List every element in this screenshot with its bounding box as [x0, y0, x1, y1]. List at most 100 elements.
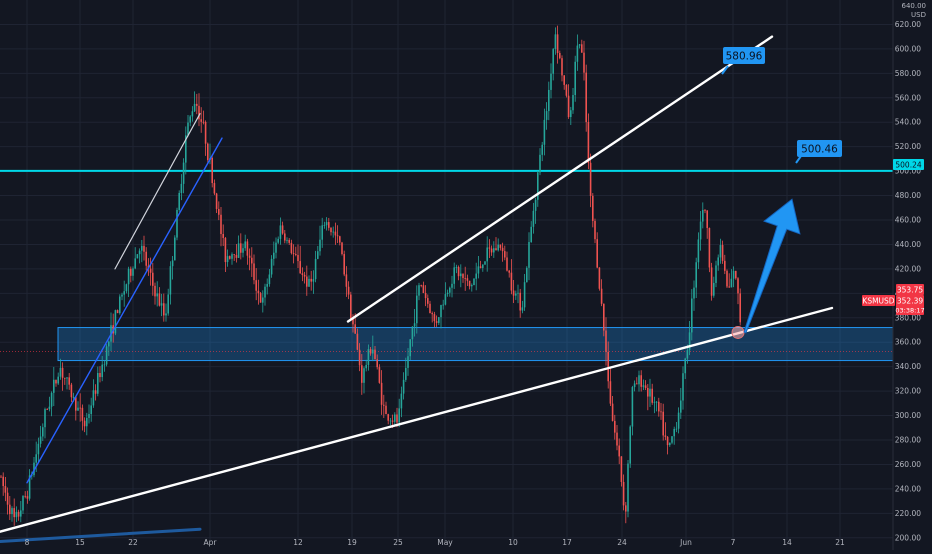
candle-body: [409, 339, 411, 357]
candle-body: [554, 34, 557, 50]
candle-body: [42, 427, 44, 437]
candle-body: [367, 349, 370, 365]
candle-body: [196, 103, 198, 106]
support-zone-rect: [57, 327, 894, 362]
candle-body: [587, 122, 590, 163]
candle-body: [235, 255, 238, 258]
price-tick-label: 360.00: [895, 338, 921, 347]
forecast-arrow[interactable]: [743, 198, 801, 334]
candle-body: [495, 248, 497, 251]
candle-body: [398, 408, 400, 423]
candle-body: [286, 239, 288, 241]
candle-body: [136, 254, 139, 259]
candle-body: [411, 326, 414, 340]
candle-body: [125, 284, 128, 292]
trendline-early-channel-lower: [26, 137, 223, 484]
candle-body: [277, 238, 279, 243]
candle-body: [105, 346, 108, 365]
candle-body: [730, 278, 733, 288]
candle-body: [484, 261, 486, 265]
candle-body: [735, 270, 737, 279]
candle-body: [739, 293, 741, 323]
candle-body: [528, 242, 530, 268]
candle-body: [688, 332, 691, 351]
trendlines[interactable]: [0, 35, 834, 543]
candle-body: [143, 245, 145, 252]
candle-body: [537, 172, 539, 200]
candle-body: [572, 95, 574, 111]
candle-body: [710, 267, 713, 296]
target-upper-box: [723, 47, 765, 64]
candle-body: [334, 231, 337, 236]
candle-body: [457, 267, 460, 277]
candle-body: [220, 214, 222, 235]
candle-body: [517, 292, 519, 294]
target-horizontal-callout[interactable]: 500.46: [795, 140, 842, 164]
candle-body: [728, 286, 730, 288]
candle-body: [53, 379, 55, 393]
horizontal-level[interactable]: [0, 169, 893, 352]
candle-body: [479, 266, 482, 268]
candle-body: [158, 293, 161, 306]
candle-body: [242, 248, 244, 253]
candle-body: [394, 414, 396, 422]
candle-body: [616, 432, 618, 446]
time-tick-label: 12: [293, 538, 303, 547]
candle-body: [407, 356, 409, 368]
horizontal-level-tag-box: [893, 159, 924, 170]
candle-body: [662, 411, 664, 436]
candle-body: [622, 481, 625, 506]
candle-body: [482, 264, 484, 268]
time-tick-label: 24: [617, 538, 627, 547]
candle-body: [182, 162, 185, 184]
candle-body: [347, 286, 350, 295]
price-axis[interactable]: 640.00 USD 200.00 220.00 240.00 260.00 280.0…: [892, 0, 926, 550]
candle-body: [673, 428, 675, 437]
candle-body: [312, 279, 315, 282]
candle-body: [361, 365, 363, 383]
candle-body: [651, 388, 653, 403]
candle-body: [512, 290, 515, 296]
candle-body: [629, 426, 631, 464]
candle-body: [325, 222, 328, 226]
candle-body: [614, 420, 616, 433]
time-tick-label: 17: [562, 538, 572, 547]
candle-body: [548, 89, 550, 112]
candle-body: [314, 258, 317, 280]
candle-body: [70, 384, 73, 398]
support-zone[interactable]: [57, 327, 894, 362]
candle-body: [515, 293, 517, 296]
candle-body: [24, 495, 26, 497]
candle-body: [57, 376, 59, 384]
candle-body: [380, 382, 383, 405]
candle-body: [211, 158, 213, 184]
candle-body: [532, 210, 535, 227]
candle-body: [704, 209, 706, 211]
candle-body: [521, 307, 524, 311]
target-upper-callout[interactable]: 580.96: [721, 47, 765, 75]
candle-body: [574, 61, 576, 96]
candle-body: [444, 294, 447, 305]
candle-body: [539, 154, 541, 173]
candle-body: [490, 248, 493, 253]
time-axis[interactable]: 8 15 22 Apr 12 19 25 May 10 17 24 Jun 7 14 21: [25, 538, 845, 547]
candle-body: [64, 377, 66, 379]
target-callouts[interactable]: 580.96 500.46: [721, 47, 842, 164]
candle-body: [581, 44, 583, 53]
time-tick-label: Apr: [204, 538, 218, 547]
target-horizontal-stem: [795, 155, 802, 164]
candle-body: [559, 53, 561, 59]
price-tick-label: 280.00: [895, 436, 921, 445]
candle-body: [251, 257, 253, 264]
candle-body: [127, 268, 130, 285]
candle-body: [677, 412, 680, 429]
candle-body: [50, 392, 53, 407]
candle-body: [279, 225, 282, 239]
currency-label: USD: [911, 11, 926, 19]
candle-body: [306, 276, 308, 287]
candle-body: [224, 237, 227, 263]
candle-body: [61, 367, 64, 378]
